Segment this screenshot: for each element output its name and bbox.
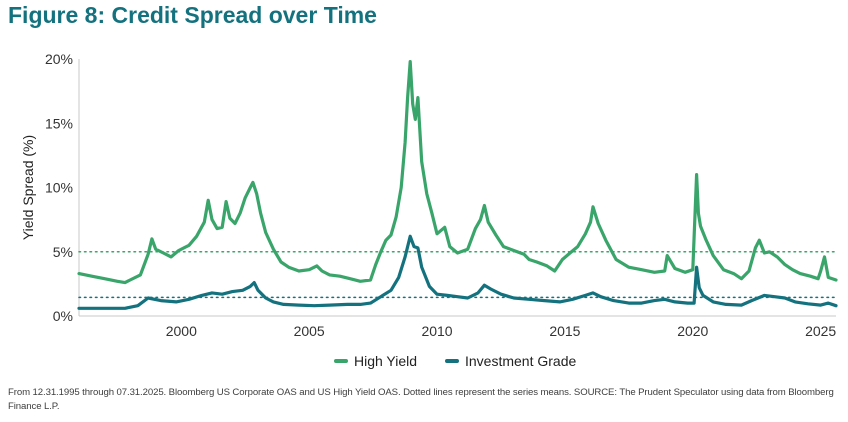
legend: High Yield Investment Grade <box>334 353 576 369</box>
x-tick-label: 2015 <box>549 323 580 339</box>
y-tick-label: 0% <box>53 308 73 324</box>
axes: 0% 5% 10% 15% 20% 2000 2005 2010 2015 2020 2025 Yie… <box>20 51 836 339</box>
y-axis-label: Yield Spread (%) <box>20 135 36 240</box>
legend-item-investment-grade: Investment Grade <box>445 353 576 369</box>
series-lines <box>77 60 838 310</box>
series-line-high-yield <box>77 60 838 285</box>
legend-label: High Yield <box>354 353 417 369</box>
legend-label: Investment Grade <box>465 353 576 369</box>
series-line-investment-grade <box>77 234 838 310</box>
x-tick-label: 2000 <box>166 323 197 339</box>
y-tick-label: 5% <box>53 244 73 260</box>
y-tick-label: 10% <box>45 180 73 196</box>
x-tick-label: 2020 <box>677 323 708 339</box>
legend-item-high-yield: High Yield <box>334 353 417 369</box>
y-tick-label: 15% <box>45 115 73 131</box>
chart-svg: 0% 5% 10% 15% 20% 2000 2005 2010 2015 2020 2025 Yie… <box>20 51 838 369</box>
x-tick-label: 2010 <box>421 323 452 339</box>
mean-lines <box>78 250 837 299</box>
x-tick-label: 2005 <box>294 323 325 339</box>
footnote: From 12.31.1995 through 07.31.2025. Bloo… <box>8 387 834 412</box>
x-tick-label: 2025 <box>805 323 836 339</box>
y-tick-label: 20% <box>45 51 73 67</box>
chart-title: Figure 8: Credit Spread over Time <box>8 2 377 28</box>
